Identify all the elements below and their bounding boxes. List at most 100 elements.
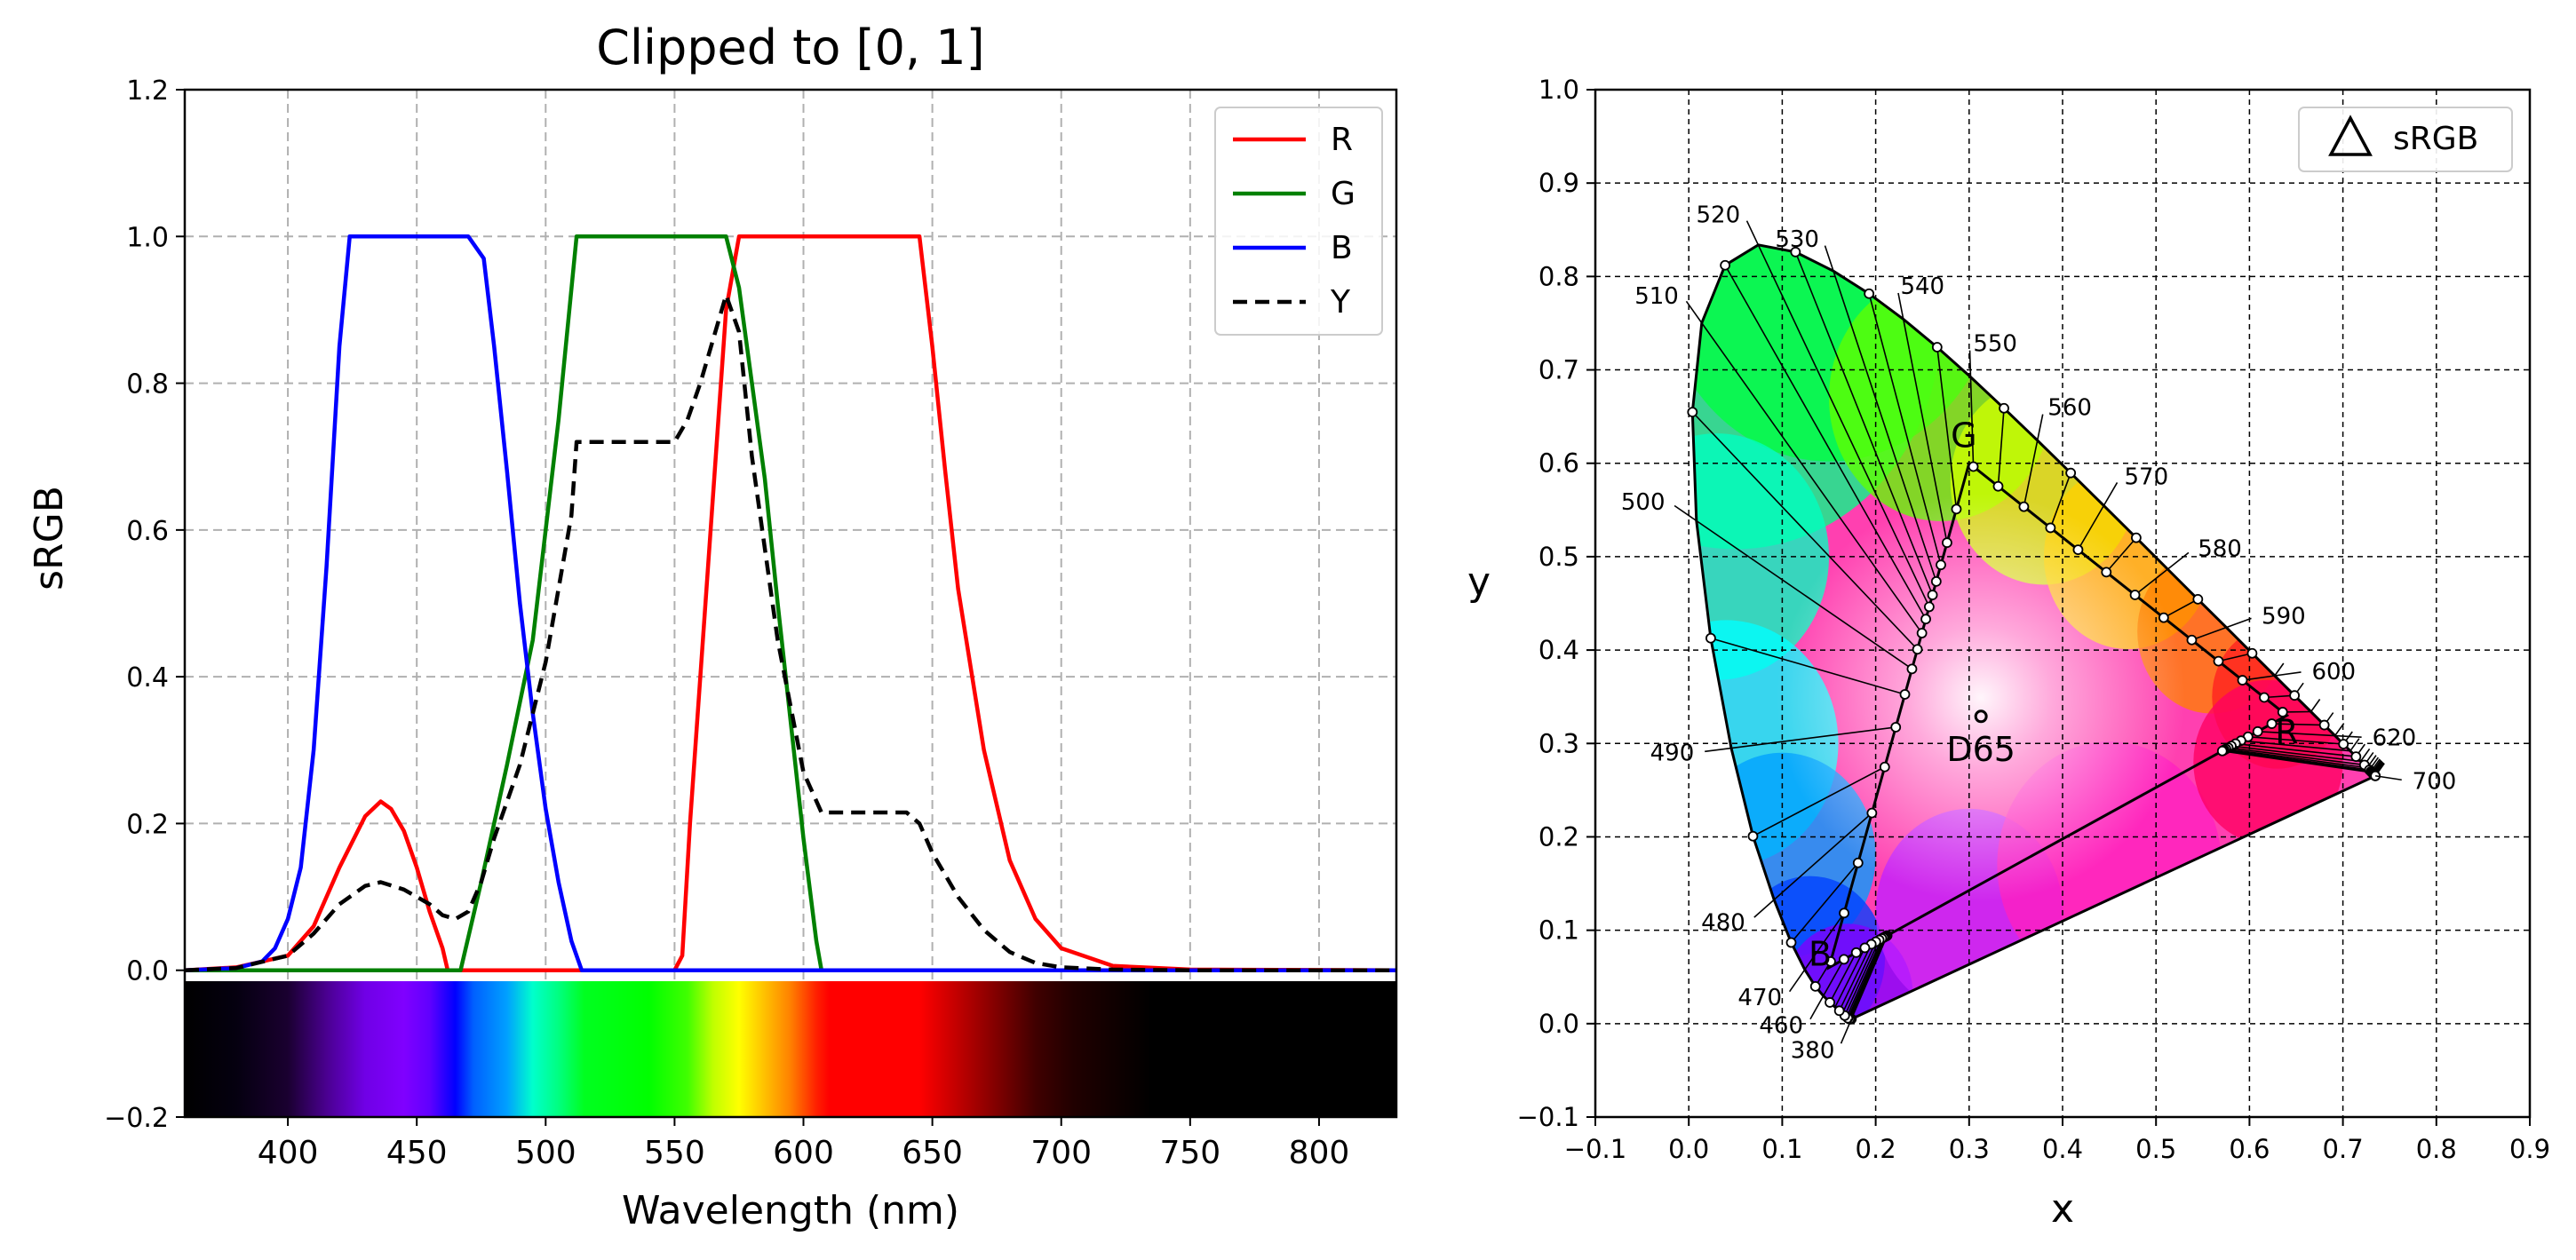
wavelength-label: 590 (2262, 604, 2306, 630)
projection-line (1841, 941, 1877, 1014)
projection-point (1906, 663, 1918, 675)
projection-line (1804, 912, 1845, 971)
projection-line (2135, 568, 2168, 596)
right-x-axis-label: x (2051, 1186, 2074, 1232)
projection-point (2129, 590, 2141, 600)
projection-point (1968, 461, 1979, 472)
left-y-tick-label: 0.6 (126, 516, 169, 547)
wavelength-label: 700 (2413, 768, 2457, 795)
projection-point (1852, 857, 1864, 868)
projection-line (1847, 937, 1885, 1019)
projection-point (2045, 522, 2056, 534)
projection-line (2077, 504, 2105, 551)
right-x-tick-label: 0.1 (1761, 1134, 1802, 1164)
locus-colour-patch (2193, 679, 2343, 844)
wavelength-label: 480 (1701, 909, 1745, 936)
wavelength-label: 560 (2047, 395, 2092, 422)
left-x-tick-label: 550 (644, 1135, 705, 1171)
right-x-tick-label: 0.7 (2323, 1134, 2364, 1164)
left-x-tick-label: 800 (1289, 1135, 1350, 1171)
locus-tick (2334, 723, 2345, 737)
wavelength-leader (1809, 995, 1825, 1020)
projection-point (1859, 942, 1871, 954)
locus-point (1785, 937, 1797, 948)
right-y-tick-label: 0.0 (1538, 1009, 1579, 1039)
left-axes-frame (183, 88, 1398, 1119)
projection-line (1701, 322, 1923, 634)
right-x-tick-label: 0.9 (2509, 1134, 2550, 1164)
left-y-tick-label: 1.0 (126, 222, 169, 253)
wavelength-leader (1788, 969, 1806, 993)
right-x-tick-label: 0.3 (1949, 1134, 1990, 1164)
projection-point (1930, 575, 1942, 587)
locus-point (1747, 830, 1759, 842)
series-line-R (185, 234, 1396, 972)
series-line-B (185, 234, 1396, 972)
wavelength-label: 570 (2125, 464, 2169, 491)
projection-point (2216, 745, 2228, 757)
projection-line (1753, 766, 1886, 837)
locus-point (2246, 647, 2258, 659)
wavelength-label: 530 (1775, 226, 1819, 253)
projection-point (2252, 725, 2263, 737)
projection-point (1899, 689, 1911, 700)
left-y-tick-label: 0.4 (126, 662, 169, 693)
locus-point (1833, 1005, 1845, 1017)
left-x-tick-label: 650 (902, 1135, 963, 1171)
locus-point (2130, 532, 2142, 543)
wavelength-label: 470 (1737, 985, 1782, 1011)
projection-line (1691, 411, 1919, 650)
projection-line (2222, 749, 2373, 773)
wavelength-leader (2036, 414, 2044, 441)
chromaticity-lines (1687, 243, 2385, 1025)
left-legend-box (1214, 107, 1383, 336)
projection-line (1838, 944, 1872, 1011)
legend-label-R: R (1331, 122, 1353, 158)
locus-point (2289, 690, 2301, 701)
gamut-label-G: G (1951, 416, 1976, 456)
whitepoint-marker (1974, 709, 1988, 724)
wavelength-label: 460 (1759, 1013, 1803, 1040)
left-x-axis-label: Wavelength (nm) (622, 1188, 959, 1233)
right-y-tick-label: 0.5 (1538, 542, 1579, 572)
right-y-axis-label: y (1467, 559, 1491, 605)
projection-line (1696, 519, 1912, 670)
left-y-tick-label: −0.2 (104, 1103, 169, 1134)
projection-point (1942, 537, 1952, 549)
legend-label-B: B (1331, 230, 1353, 266)
projection-line (2163, 598, 2198, 619)
right-y-tick-label: 0.3 (1538, 728, 1579, 758)
wavelength-leader (1674, 504, 1697, 522)
wavelength-label: 510 (1634, 283, 1679, 310)
projection-line (1730, 726, 1896, 749)
projection-line (1773, 812, 1872, 900)
projection-line (1829, 952, 1857, 1003)
projection-line (1902, 319, 1948, 543)
projection-point (1839, 907, 1849, 919)
right-x-tick-label: 0.6 (2229, 1134, 2270, 1164)
projection-line (2023, 440, 2039, 507)
projection-line (2225, 748, 2368, 769)
projection-point (2186, 634, 2198, 646)
projection-line (2191, 626, 2227, 641)
projection-line (1868, 293, 1942, 566)
right-x-tick-label: −0.1 (1564, 1134, 1626, 1164)
locus-point (2318, 719, 2330, 731)
wavelength-leader (1897, 292, 1904, 320)
series-line-G (185, 234, 1396, 972)
left-y-tick-label: 0.0 (126, 956, 169, 987)
wavelength-label: 550 (1973, 331, 2017, 358)
wavelength-leader (2274, 671, 2302, 677)
locus-point (1825, 997, 1835, 1008)
locus-point (1999, 402, 2009, 414)
projection-line (1834, 947, 1866, 1008)
right-y-tick-label: 0.6 (1538, 448, 1579, 479)
projection-line (1757, 244, 1930, 607)
wavelength-label: 620 (2373, 725, 2417, 752)
projection-line (1846, 938, 1883, 1018)
right-y-tick-label: 0.1 (1538, 915, 1579, 946)
locus-point (2065, 467, 2077, 479)
projection-point (2101, 567, 2112, 578)
